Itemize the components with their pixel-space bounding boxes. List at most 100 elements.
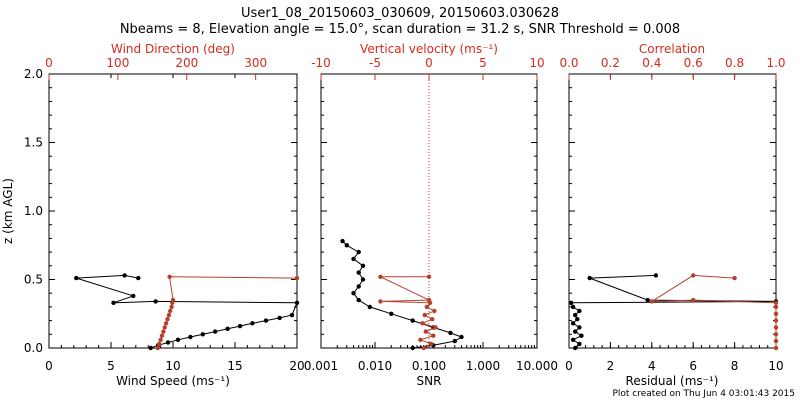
data-point: [158, 337, 163, 342]
panel-snr-bottom-label: SNR: [417, 374, 442, 388]
data-point: [168, 308, 173, 314]
x-tick-label: 4: [648, 359, 656, 373]
data-point: [773, 304, 779, 310]
data-point: [225, 326, 230, 331]
data-point: [570, 321, 576, 326]
data-point: [649, 299, 654, 304]
chart-title-line2: Nbeams = 8, Elevation angle = 15.0°, sca…: [120, 22, 680, 37]
y-tick-label: 0.0: [24, 341, 43, 355]
top-tick-label: -5: [369, 56, 381, 70]
top-tick-label: 0.0: [559, 56, 578, 70]
data-point: [161, 329, 166, 334]
data-point: [424, 304, 429, 310]
data-point: [410, 318, 415, 323]
data-point: [432, 308, 437, 314]
data-point: [213, 329, 218, 334]
chart-title-line1: User1_08_20150603_030609, 20150603.03062…: [241, 6, 559, 21]
data-point: [452, 338, 457, 344]
data-point: [74, 275, 79, 281]
data-point: [153, 299, 158, 304]
series-line: [157, 276, 298, 349]
data-point: [732, 275, 737, 281]
data-point: [577, 325, 582, 330]
top-tick-label: 1.0: [766, 56, 785, 70]
data-point: [169, 304, 174, 310]
data-point: [250, 321, 255, 326]
panel-snr-frame: [320, 73, 538, 349]
top-tick-label: 200: [175, 56, 198, 70]
y-tick-label: 2.0: [24, 67, 43, 81]
data-point: [263, 318, 269, 323]
data-point: [573, 312, 578, 318]
x-tick-label: 10: [768, 359, 783, 373]
data-point: [691, 297, 696, 303]
top-tick-label: -10: [311, 56, 331, 70]
x-tick-label: 10: [165, 359, 180, 373]
data-point: [378, 274, 383, 279]
data-point: [573, 329, 578, 334]
panel-wind-bottom-label: Wind Speed (ms⁻¹): [116, 374, 230, 388]
x-tick-label: 0.001: [304, 359, 338, 373]
series-line: [649, 274, 777, 348]
data-point: [122, 273, 127, 278]
panel-residual-frame: [568, 73, 777, 349]
y-axis-label: z (km AGL): [1, 178, 15, 244]
x-tick-label: 0.010: [358, 359, 392, 373]
data-point: [653, 273, 659, 278]
panel-wind: Wind Direction (deg) Wind Speed (ms⁻¹) z…: [1, 42, 298, 388]
data-point: [136, 275, 141, 281]
data-point: [340, 238, 345, 244]
x-tick-label: 15: [227, 359, 242, 373]
top-tick-label: 100: [106, 56, 129, 70]
top-tick-label: 0: [425, 56, 433, 70]
y-tick-label: 1.0: [24, 204, 43, 218]
data-point: [165, 317, 170, 322]
data-point: [773, 300, 779, 305]
data-point: [426, 297, 432, 303]
data-point: [773, 311, 779, 316]
top-tick-label: 0.2: [601, 56, 620, 70]
data-point: [167, 274, 172, 279]
data-point: [433, 325, 438, 330]
panel-wind-top-label: Wind Direction (deg): [111, 42, 235, 56]
data-point: [423, 329, 428, 334]
data-point: [575, 317, 580, 322]
x-tick-label: 8: [731, 359, 739, 373]
data-point: [573, 345, 578, 351]
x-tick-label: 0: [45, 359, 53, 373]
data-point: [111, 300, 116, 305]
x-tick-label: 6: [689, 359, 697, 373]
top-tick-label: 0.6: [684, 56, 703, 70]
panel-residual-top-label: Correlation: [639, 42, 705, 56]
data-point: [570, 337, 576, 342]
series-line: [380, 276, 437, 349]
data-point: [188, 334, 193, 340]
data-point: [577, 341, 582, 347]
data-point: [418, 337, 423, 342]
panel-snr-top-label: Vertical velocity (ms⁻¹): [360, 42, 498, 56]
data-point: [577, 308, 582, 314]
data-point: [277, 315, 282, 321]
data-point: [429, 341, 434, 347]
data-point: [773, 325, 779, 330]
y-tick-label: 0.5: [24, 273, 43, 287]
data-point: [175, 337, 181, 342]
data-point: [166, 312, 172, 318]
data-point: [367, 304, 372, 310]
data-point: [155, 345, 160, 351]
series-line: [342, 240, 463, 349]
data-point: [773, 338, 779, 344]
data-point: [410, 345, 415, 351]
series-line: [76, 274, 298, 349]
data-point: [570, 304, 576, 310]
data-point: [162, 325, 167, 330]
data-point: [157, 341, 162, 347]
x-tick-label: 0.100: [412, 359, 446, 373]
data-point: [430, 317, 435, 322]
footer-timestamp: Plot created on Thu Jun 4 03:01:43 2015: [612, 389, 795, 399]
top-tick-label: 10: [529, 56, 544, 70]
data-point: [568, 300, 574, 305]
x-tick-label: 10.000: [516, 359, 558, 373]
data-point: [360, 263, 366, 268]
